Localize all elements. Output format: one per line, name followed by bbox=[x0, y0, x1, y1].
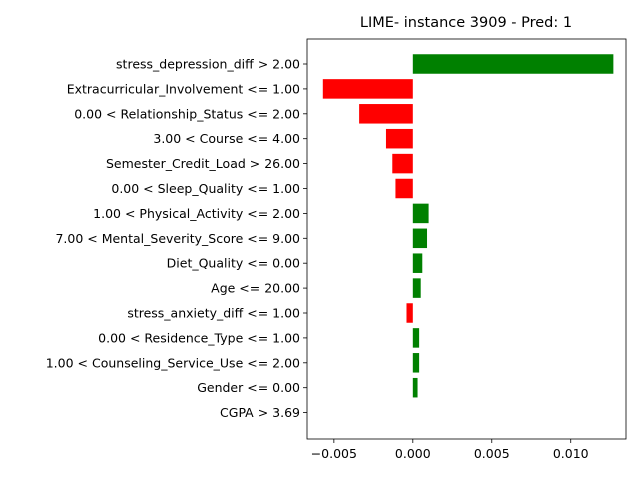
chart-title: LIME- instance 3909 - Pred: 1 bbox=[360, 15, 572, 31]
x-tick-label-0: −0.005 bbox=[311, 446, 357, 461]
y-tick-label-0: stress_depression_diff > 2.00 bbox=[116, 57, 300, 72]
bar-12 bbox=[412, 353, 420, 373]
plot-frame bbox=[306, 38, 627, 440]
y-tick-label-2: 0.00 < Relationship_Status <= 2.00 bbox=[74, 106, 300, 121]
bar-4 bbox=[392, 153, 413, 174]
bar-1 bbox=[322, 79, 413, 99]
y-tick-label-1: Extracurricular_Involvement <= 1.00 bbox=[67, 81, 300, 96]
x-tick-label-1: 0.000 bbox=[395, 446, 431, 461]
x-tick-label-2: 0.005 bbox=[474, 446, 510, 461]
bar-9 bbox=[412, 278, 421, 298]
x-tick-label-3: 0.010 bbox=[553, 446, 589, 461]
y-tick-label-3: 3.00 < Course <= 4.00 bbox=[153, 131, 300, 146]
bar-0 bbox=[412, 54, 614, 74]
bar-2 bbox=[359, 104, 413, 124]
bar-13 bbox=[412, 377, 418, 398]
bar-8 bbox=[412, 253, 423, 273]
y-tick-label-11: 0.00 < Residence_Type <= 1.00 bbox=[98, 330, 300, 345]
y-tick-label-9: Age <= 20.00 bbox=[211, 281, 300, 296]
bar-5 bbox=[395, 178, 413, 199]
y-tick-label-14: CGPA > 3.69 bbox=[220, 405, 300, 420]
y-tick-label-6: 1.00 < Physical_Activity <= 2.00 bbox=[93, 206, 300, 221]
y-tick-label-12: 1.00 < Counseling_Service_Use <= 2.00 bbox=[46, 355, 300, 370]
y-tick-label-4: Semester_Credit_Load > 26.00 bbox=[106, 156, 300, 171]
y-tick-label-13: Gender <= 0.00 bbox=[197, 380, 300, 395]
y-tick-label-5: 0.00 < Sleep_Quality <= 1.00 bbox=[111, 181, 300, 196]
y-tick-label-7: 7.00 < Mental_Severity_Score <= 9.00 bbox=[55, 231, 300, 246]
bar-11 bbox=[412, 328, 420, 348]
bar-10 bbox=[406, 303, 413, 323]
y-tick-label-8: Diet_Quality <= 0.00 bbox=[167, 256, 300, 271]
axes-layer: stress_depression_diff > 2.00 Extracurric… bbox=[46, 38, 627, 461]
bar-7 bbox=[412, 228, 428, 249]
bars-layer bbox=[322, 54, 614, 398]
bar-6 bbox=[412, 203, 429, 224]
y-tick-label-10: stress_anxiety_diff <= 1.00 bbox=[127, 306, 300, 321]
bar-3 bbox=[385, 128, 413, 149]
